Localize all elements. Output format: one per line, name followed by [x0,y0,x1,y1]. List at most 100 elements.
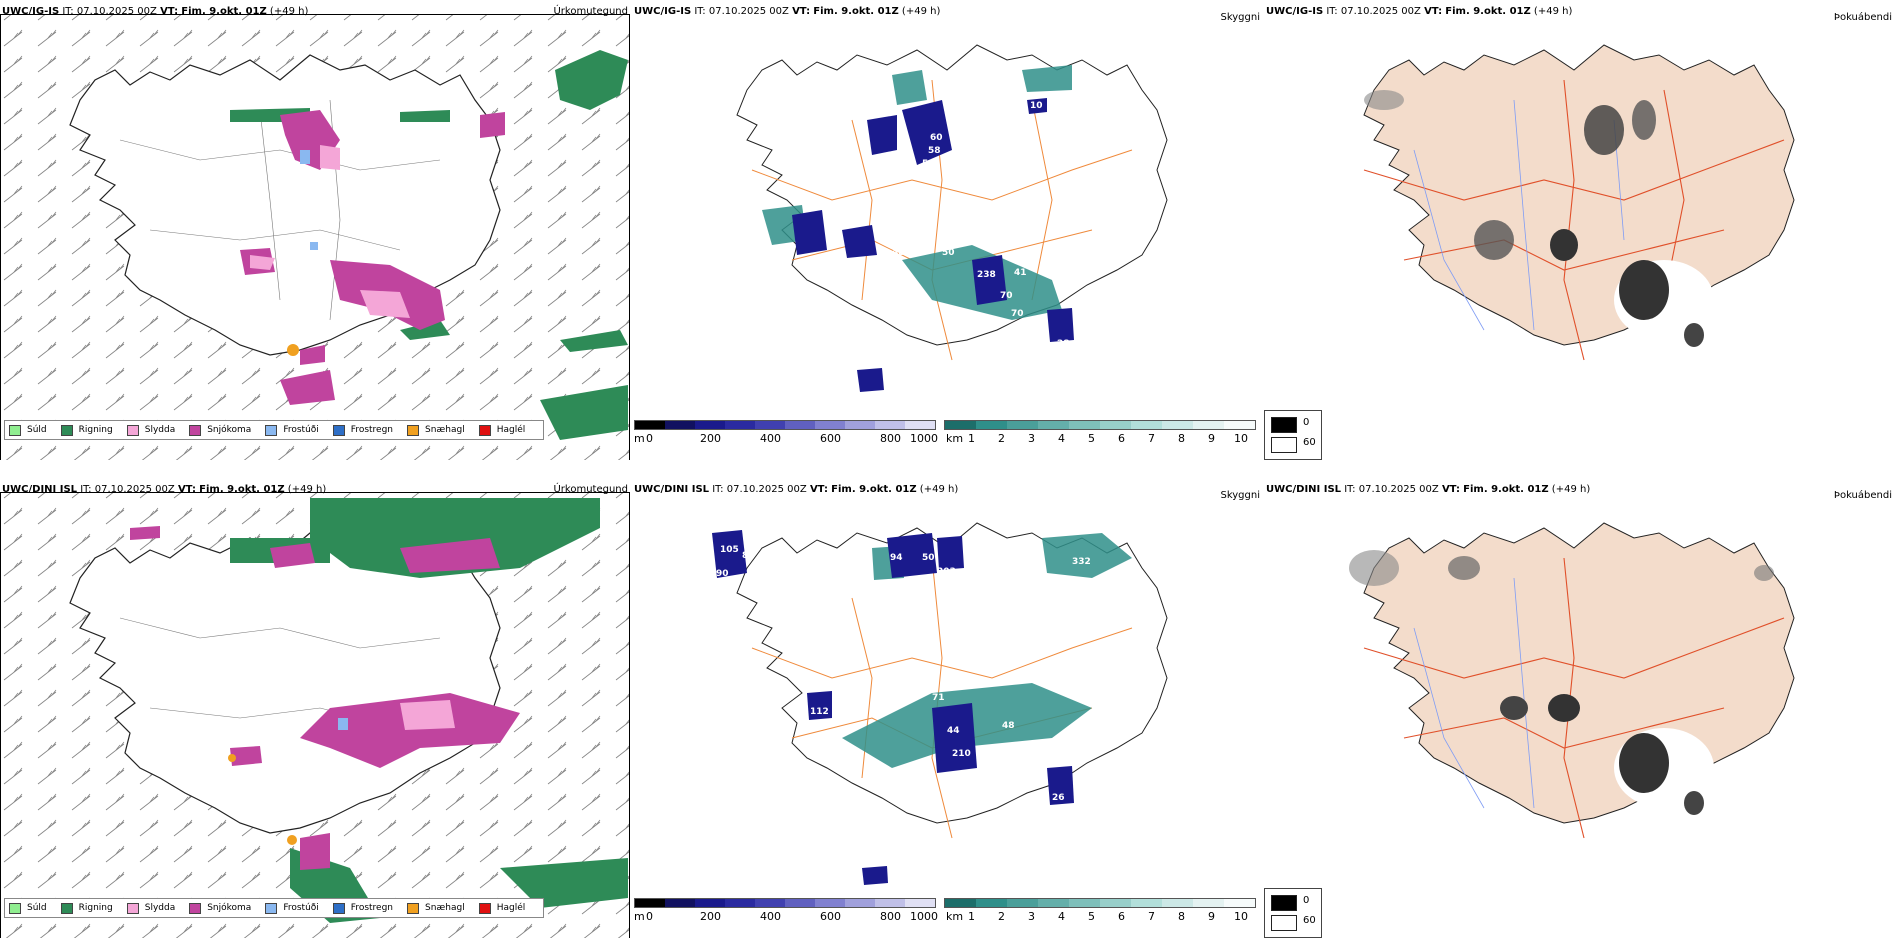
lead-time: (+49 h) [287,484,327,495]
valid-label: VT: [1424,6,1443,17]
panel-header: UWC/DINI ISL IT: 07.10.2025 00Z VT: Fim.… [1266,484,1590,495]
vis-label: 44 [947,726,960,736]
snow-pellets [228,754,297,845]
panel-visibility-top: 9 60 102 58 59 7 89 10 50 48 64 41 238 7… [632,0,1264,460]
fog-swatch [1271,417,1297,433]
lead-time: (+49 h) [1551,484,1591,495]
tick: 8 [1178,910,1185,923]
valid-label: VT: [160,6,179,17]
valid-time: Fim. 9.okt. 01Z [181,6,267,17]
tick: 4 [1058,432,1065,445]
legend-item: Haglél [478,424,525,436]
vis-label: 69 [972,553,985,563]
vis-label: 7 [972,108,978,118]
tick: 200 [700,910,721,923]
fog-legend: 0 60 [1264,410,1322,460]
tick: 9 [1208,910,1215,923]
vis-label: 70 [1000,291,1013,301]
visibility-colorbar: m 0 200 400 600 800 1000 km 1 2 3 4 5 6 … [634,420,1262,454]
vis-label: 230 [1112,726,1131,736]
m-unit: m [634,432,645,445]
precip-legend: Súld Rigning Slydda Snjókoma Frostúði Fr… [4,420,545,440]
tick: 400 [760,910,781,923]
legend-swatch [332,424,345,436]
tick: 1 [968,910,975,923]
legend-swatch [478,424,491,436]
fog-areas [1349,550,1774,815]
init-time: IT: 07.10.2025 00Z [62,6,157,17]
model-name: UWC/IG-IS [1266,6,1324,17]
visibility-map: 9 60 102 58 59 7 89 10 50 48 64 41 238 7… [736,44,1168,395]
tick: 800 [880,432,901,445]
legend-swatch [126,424,139,436]
fog-areas [1364,90,1714,347]
tick: 600 [820,432,841,445]
tick: 6 [1118,432,1125,445]
legend-item: Frostúði [265,424,319,436]
vis-label: 210 [952,749,971,759]
panel-header: UWC/IG-IS IT: 07.10.2025 00Z VT: Fim. 9.… [1266,6,1572,17]
fog-legend: 0 60 [1264,888,1322,938]
sleet-area [400,700,455,730]
vis-label: 90 [716,569,729,579]
init-time: IT: 07.10.2025 00Z [1344,484,1439,495]
vis-label: 89 [994,118,1007,128]
panel-header: UWC/IG-IS IT: 07.10.2025 00Z VT: Fim. 9.… [2,6,308,17]
valid-label: VT: [1441,484,1460,495]
vis-label: 50 [922,553,935,563]
tick: 2 [998,910,1005,923]
fog-map [1349,522,1795,839]
vis-label: 50 [942,248,955,258]
tick: 10 [1234,432,1248,445]
legend-item: Frostúði [265,902,319,914]
vis-label: 209 [880,579,899,589]
vis-label: 22 [892,693,905,703]
legend-item: Rigning [60,902,113,914]
valid-label: VT: [792,6,811,17]
legend-item: Snæhagl [407,902,465,914]
valid-time: Fim. 9.okt. 01Z [199,484,285,495]
panel-precip-type-bottom: UWC/DINI ISL IT: 07.10.2025 00Z VT: Fim.… [0,478,632,938]
vis-label: 26 [1052,793,1065,803]
legend-item: Snæhagl [407,424,465,436]
legend-item: Haglél [478,902,525,914]
panel-visibility-bottom: 105 8 90 94 50 209 203 69 332 71 22 112 … [632,478,1264,938]
field-name: Úrkomutegund [553,484,628,495]
panel-header: UWC/IG-IS IT: 07.10.2025 00Z VT: Fim. 9.… [634,6,940,17]
vis-label: 65 [930,385,943,395]
panel-precip-type-top: UWC/IG-IS IT: 07.10.2025 00Z VT: Fim. 9.… [0,0,632,460]
vis-label: 59 [922,159,935,169]
legend-item: Slydda [126,424,175,436]
init-time: IT: 07.10.2025 00Z [712,484,807,495]
vis-label: 48 [1002,721,1015,731]
lead-time: (+49 h) [901,6,941,17]
valid-time: Fim. 9.okt. 01Z [831,484,917,495]
vis-label: 112 [810,707,829,717]
vis-label: 8 [742,551,748,561]
tick: 5 [1088,910,1095,923]
fog-min: 60 [1303,915,1316,926]
freezing-drizzle [338,718,348,730]
m-scale [634,420,936,430]
vis-label: 48 [892,248,905,258]
precip-legend: Súld Rigning Slydda Snjókoma Frostúði Fr… [4,898,545,918]
vis-label: 10 [1030,101,1043,111]
vis-label: 64 [869,268,882,278]
snow-pellets [287,344,299,356]
valid-time: Fim. 9.okt. 01Z [1463,484,1549,495]
m-scale [634,898,936,908]
map-frame [0,492,630,938]
precip-map [1,15,629,460]
tick: 4 [1058,910,1065,923]
tick: 1000 [910,432,938,445]
tick: 3 [1028,910,1035,923]
tick: 8 [1178,432,1185,445]
valid-label: VT: [809,484,828,495]
init-time: IT: 07.10.2025 00Z [694,6,789,17]
legend-item: Súld [9,902,47,914]
panel-header: UWC/DINI ISL IT: 07.10.2025 00Z VT: Fim.… [2,484,326,495]
vis-label: 71 [932,693,945,703]
sleet-area [250,145,410,318]
lead-time: (+49 h) [919,484,959,495]
rain-area [230,50,628,440]
